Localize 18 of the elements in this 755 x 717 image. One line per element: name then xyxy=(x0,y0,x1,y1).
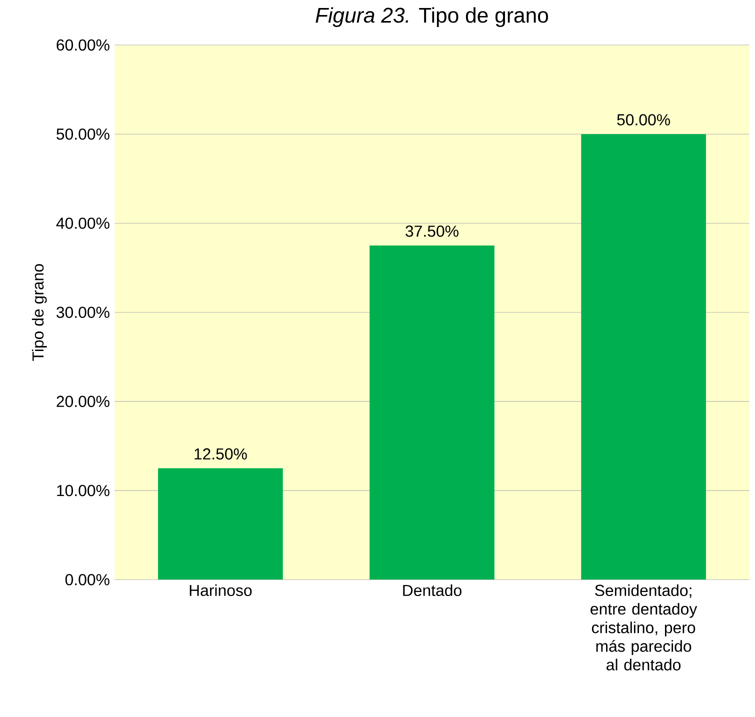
y-tick-label: 50.00% xyxy=(56,128,110,140)
data-label: 37.50% xyxy=(406,226,458,237)
x-tick-label: Semidentado; entre dentadoy cristalino, pero más parecido al dentado xyxy=(590,584,698,670)
x-tick-label: Harinoso xyxy=(190,584,252,596)
x-tick-label: Dentado xyxy=(403,584,462,596)
data-label: 12.50% xyxy=(194,448,247,460)
y-axis-title: Tipo de grano xyxy=(32,264,47,361)
y-tick-label: 60.00% xyxy=(56,39,110,51)
bar xyxy=(581,134,706,580)
bar xyxy=(158,468,283,580)
y-tick-label: 40.00% xyxy=(56,218,110,229)
bar xyxy=(370,246,494,580)
chart-title: Figura 23. Tipo de grano xyxy=(316,7,548,28)
y-tick-label: 30.00% xyxy=(56,306,110,318)
y-tick-label: 20.00% xyxy=(56,396,110,408)
y-tick-label: 0.00% xyxy=(65,574,110,586)
data-label: 50.00% xyxy=(617,114,670,126)
y-tick-label: 10.00% xyxy=(57,484,110,496)
